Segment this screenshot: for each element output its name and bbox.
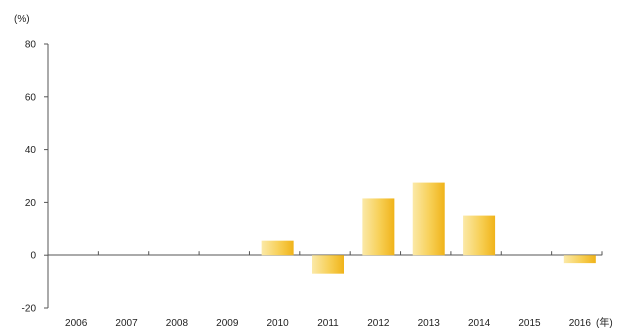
- y-tick-label: 60: [25, 92, 37, 103]
- bar-2010: [261, 240, 294, 256]
- y-tick-label: 20: [25, 198, 37, 209]
- x-tick-label: 2015: [518, 318, 541, 329]
- x-tick-label: 2009: [216, 318, 239, 329]
- x-tick-label: 2012: [367, 318, 390, 329]
- y-tick-label: 40: [25, 145, 37, 156]
- bar-2014: [463, 215, 496, 256]
- x-tick-label: 2010: [267, 318, 290, 329]
- x-tick-label: 2016: [569, 318, 592, 329]
- bar-2013: [412, 182, 445, 256]
- x-tick-label: 2008: [166, 318, 189, 329]
- bar-2012: [362, 198, 395, 256]
- y-tick-label: -20: [22, 304, 37, 315]
- bar-2011: [312, 255, 344, 274]
- x-tick-label: 2013: [418, 318, 441, 329]
- bar-2016: [563, 255, 596, 264]
- x-tick-group: 2006 2007 2008 2009 2010 2011 2012 2013 2014 2015…: [47, 251, 603, 329]
- bar-group: [261, 182, 596, 274]
- y-axis-unit-label: (%): [14, 14, 30, 25]
- y-tick-label: 80: [25, 40, 37, 51]
- x-axis-unit-label: (年): [596, 316, 613, 329]
- x-tick-label: 2014: [468, 318, 491, 329]
- x-tick-label: 2011: [317, 318, 339, 329]
- y-tick-label: 0: [30, 251, 36, 262]
- y-tick-group: -20 0 20 40 60 80: [22, 40, 48, 315]
- x-tick-label: 2007: [115, 318, 138, 329]
- x-tick-label: 2006: [65, 318, 88, 329]
